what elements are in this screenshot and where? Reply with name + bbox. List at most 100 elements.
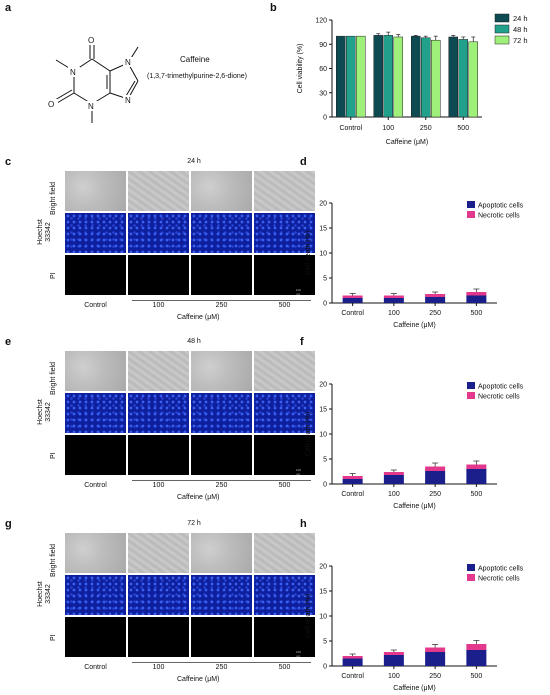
panel-label-d: d [300,156,307,168]
bar [425,647,446,652]
hoechst-image [253,392,316,434]
scale-bar-label: 100 μm [296,650,302,658]
y-axis-label: Cell death (%) [305,412,312,456]
row-label-hoechst: Hoechst 33342 [37,216,53,248]
row-label-brightfield: Bright field [50,543,57,577]
caffeine-atoms: O O N N N N [46,35,135,111]
pi-image [127,254,190,296]
pi-image [253,616,316,658]
bar [425,652,446,666]
x-tick-label: 500 [471,310,483,317]
cell-death-chart-48h: 0 5 10 15 20 Control 100 250 500 Caffeine (μM) Cel… [305,382,524,511]
y-tick-label: 5 [323,457,327,464]
bar [356,35,366,118]
y-tick-label: 10 [319,614,327,621]
dose-bracket-line [132,480,311,481]
legend-label: 24 h [513,14,528,23]
pi-image [64,434,127,476]
hoechst-image [64,212,127,254]
y-tick-label: 0 [323,482,327,489]
y-tick-label: 15 [319,589,327,596]
y-tick-label: 5 [323,639,327,646]
x-tick-label: 250 [429,673,441,680]
micrograph-xlabel: Caffeine (μM) [177,314,220,321]
x-tick-label: 100 [388,310,400,317]
bar [466,292,487,296]
atom-o-left: O [48,100,54,109]
brightfield-image [64,170,127,212]
x-tick-label: 500 [471,673,483,680]
row-label-hoechst-line2: 33342 [45,402,52,422]
x-axis-label: Caffeine (μM) [393,322,435,329]
brightfield-image [253,170,316,212]
bar [383,655,404,666]
bar [383,35,393,118]
bar [466,644,487,650]
brightfield-image [253,350,316,392]
atom-n3: N [88,102,94,111]
row-label-hoechst: Hoechst 33342 [37,396,53,428]
hoechst-image [190,212,253,254]
legend-label: Apoptotic cells [478,566,524,573]
bar [425,471,446,484]
column-label: 500 [278,664,291,671]
micrograph-xlabel: Caffeine (μM) [177,494,220,501]
pi-image [190,434,253,476]
bar [393,36,403,118]
legend-swatch [467,201,475,208]
bar [342,656,363,659]
bar [468,41,478,118]
y-tick-label: 10 [319,432,327,439]
legend-swatch [494,13,510,23]
legend-label: Necrotic cells [478,394,520,401]
panel-label-f: f [300,336,304,348]
y-tick-label: 120 [315,18,327,25]
legend-swatch [467,211,475,218]
bar [466,295,487,303]
row-label-hoechst-line1: Hoechst [37,219,44,245]
legend-label: Necrotic cells [478,213,520,220]
hoechst-image [127,574,190,616]
atom-n9: N [125,96,131,105]
brightfield-image [127,350,190,392]
row-label-hoechst: Hoechst 33342 [37,578,53,610]
bar [342,476,363,479]
hoechst-image [253,574,316,616]
cell-death-chart-72h: 0 5 10 15 20 Control 100 250 500 Caffeine (μM) Cel… [305,564,524,693]
bar [425,297,446,303]
y-tick-label: 20 [319,382,327,389]
hoechst-image [253,212,316,254]
bar [342,295,363,298]
row-label-pi: PI [50,634,57,641]
legend-label: Apoptotic cells [478,203,524,210]
pi-image [253,254,316,296]
pi-image [127,616,190,658]
brightfield-image [64,532,127,574]
molecule-name: Caffeine [180,55,210,64]
hoechst-image [190,574,253,616]
legend-swatch [467,564,475,571]
bar [411,35,421,118]
y-tick-label: 0 [323,664,327,671]
legend-swatch [494,24,510,34]
row-label-pi: PI [50,272,57,279]
atom-n7: N [125,58,131,67]
x-tick-label: Control [341,491,364,498]
y-tick-label: 20 [319,201,327,208]
legend-swatch [467,382,475,389]
y-tick-label: 30 [319,90,327,97]
bar [342,658,363,666]
y-tick-label: 15 [319,226,327,233]
panel-label-c: c [5,156,12,168]
y-axis-label: Cell viability (%) [297,44,304,94]
panel-label-b: b [270,2,277,14]
x-tick-label: 100 [388,673,400,680]
y-tick-label: 5 [323,276,327,283]
x-axis-label: Caffeine (μM) [393,685,435,692]
column-label: 500 [278,302,291,309]
x-tick-label: Control [341,310,364,317]
brightfield-image [64,350,127,392]
column-label: 100 [152,664,165,671]
bar [346,35,356,118]
bar [383,295,404,298]
